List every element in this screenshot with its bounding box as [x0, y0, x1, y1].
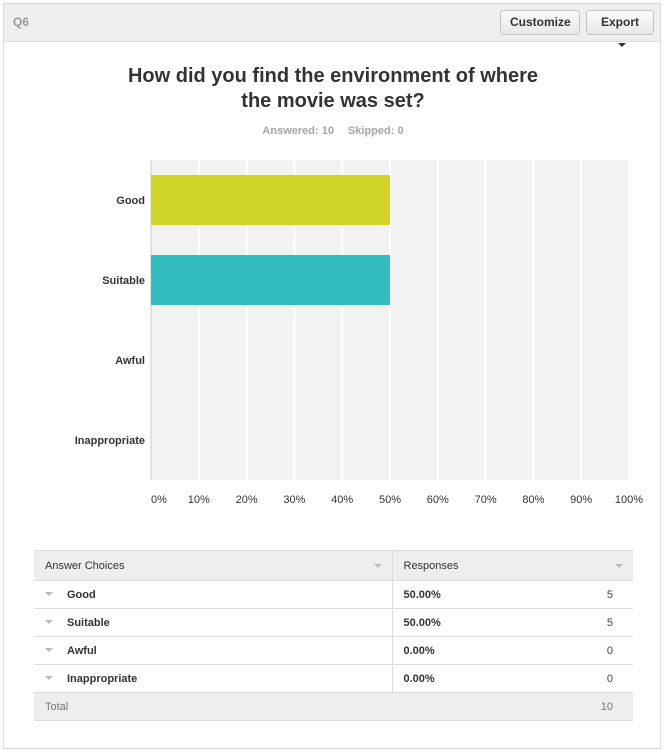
response-cell: 0.00% 0 [392, 664, 633, 693]
x-tick-label: 60% [427, 494, 449, 506]
sort-icon[interactable] [615, 564, 623, 568]
expand-icon[interactable] [45, 647, 53, 652]
question-card: Q6 Customize Export How did you find the… [3, 3, 661, 749]
chart-title-line: How did you find the environment of wher… [127, 65, 538, 87]
answer-choice-cell: Good [34, 580, 393, 609]
response-count: 0 [606, 644, 613, 657]
skipped-count: Skipped: 0 [347, 125, 404, 137]
table-row: Suitable 50.00% 5 [34, 608, 633, 637]
expand-icon[interactable] [45, 675, 53, 680]
answered-count: Answered: 10 [262, 125, 334, 137]
bar-chart: 0% 10% 20% 30% 40% 50% 60% 70% 80% 90% 100% Good Sui… [75, 160, 643, 506]
category-label: Suitable [102, 275, 145, 287]
x-tick-label: 10% [188, 494, 210, 506]
category-label: Good [116, 195, 145, 207]
total-value: 10 [392, 692, 633, 721]
answer-choice-cell: Suitable [34, 608, 393, 637]
response-cell: 50.00% 5 [392, 608, 633, 637]
export-label: Export [600, 15, 639, 29]
x-tick-label: 30% [283, 494, 305, 506]
answer-choice-cell: Awful [34, 636, 393, 665]
table-total-row: Total 10 [34, 692, 633, 721]
x-tick-label: 70% [475, 494, 497, 506]
table-row: Awful 0.00% 0 [34, 636, 633, 665]
response-count: 0 [606, 672, 613, 685]
expand-icon[interactable] [45, 619, 53, 624]
response-percent: 0.00% [403, 644, 435, 657]
category-label: Inappropriate [75, 435, 145, 447]
response-percent: 50.00% [403, 588, 441, 601]
response-count: 5 [606, 616, 613, 629]
response-cell: 0.00% 0 [392, 636, 633, 665]
responses-table: Answer Choices Responses Good 50.00% 5 Suit… [34, 550, 633, 721]
response-stats: Answered: 10 Skipped: 0 [4, 125, 662, 137]
x-tick-label: 0% [151, 494, 167, 506]
x-tick-label: 80% [522, 494, 544, 506]
total-label: Total [34, 692, 392, 721]
answer-choice-label: Awful [67, 644, 97, 657]
question-header: Q6 Customize Export [4, 4, 660, 47]
question-number: Q6 [13, 15, 30, 29]
chart-title: How did you find the environment of wher… [4, 64, 662, 114]
table-row: Good 50.00% 5 [34, 580, 633, 609]
x-tick-label: 40% [331, 494, 353, 506]
chevron-down-icon [618, 43, 626, 47]
response-cell: 50.00% 5 [392, 580, 633, 609]
answer-choice-label: Suitable [67, 616, 110, 629]
customize-button[interactable]: Customize [500, 10, 580, 35]
bar-suitable [151, 255, 390, 305]
answer-choice-label: Inappropriate [67, 672, 138, 685]
answer-choice-cell: Inappropriate [34, 664, 393, 693]
response-percent: 50.00% [403, 616, 441, 629]
answer-choice-label: Good [67, 588, 96, 601]
response-percent: 0.00% [403, 672, 435, 685]
chart-title-line: the movie was set? [241, 90, 425, 112]
x-tick-label: 100% [615, 494, 643, 506]
x-tick-label: 50% [379, 494, 401, 506]
category-label: Awful [115, 355, 145, 367]
response-count: 5 [606, 588, 613, 601]
sort-icon[interactable] [373, 564, 382, 568]
x-tick-label: 20% [236, 494, 258, 506]
expand-icon[interactable] [45, 591, 53, 596]
bar-good [151, 175, 390, 225]
export-button[interactable]: Export [586, 10, 654, 47]
x-tick-label: 90% [570, 494, 592, 506]
column-header-responses[interactable]: Responses [392, 550, 633, 581]
table-row: Inappropriate 0.00% 0 [34, 664, 633, 693]
column-header-answer-choices[interactable]: Answer Choices [34, 550, 393, 581]
